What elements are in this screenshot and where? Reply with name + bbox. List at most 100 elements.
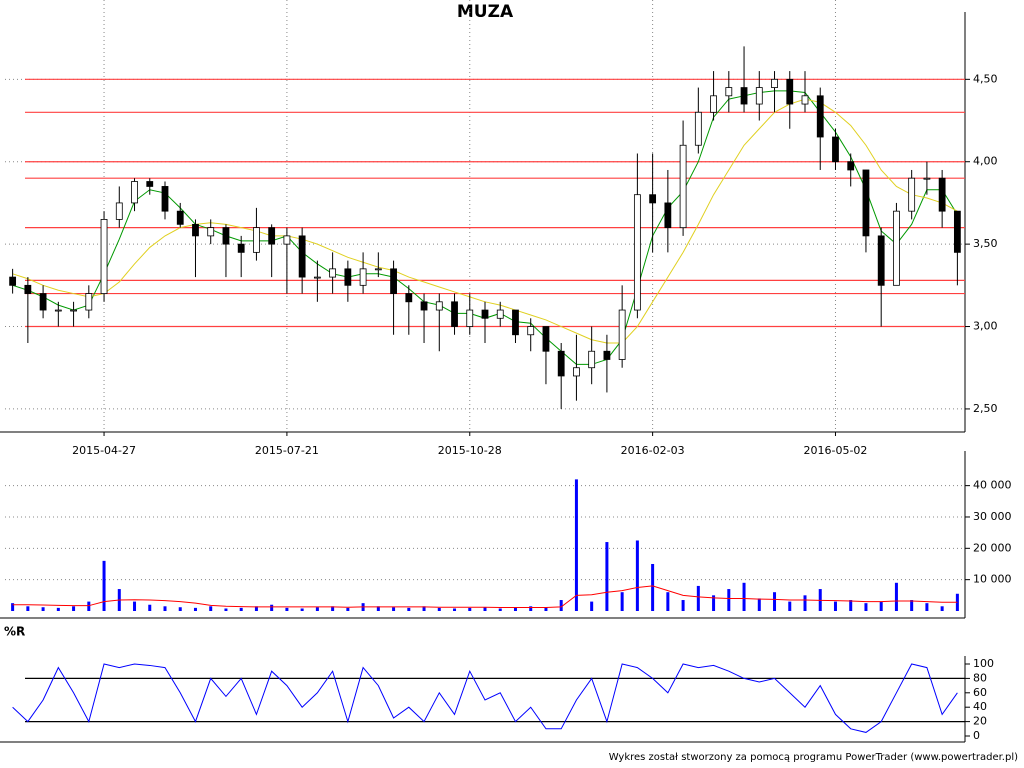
candle-body	[573, 367, 580, 377]
candle-body	[176, 210, 184, 225]
volume-bar	[894, 582, 898, 611]
y-tick-label: 60	[973, 686, 987, 699]
candle-body	[801, 95, 809, 105]
y-tick-label: 80	[973, 671, 987, 684]
candle-body	[694, 111, 702, 146]
candle-body	[420, 301, 428, 311]
volume-bar	[544, 607, 548, 611]
candle-body	[374, 268, 382, 271]
volume-bar	[300, 608, 304, 611]
candle-body	[115, 202, 123, 220]
candle-body	[725, 87, 733, 97]
candle-body	[435, 301, 443, 311]
volume-bar	[133, 601, 137, 611]
volume-bar	[239, 607, 243, 611]
volume-bar	[254, 606, 258, 611]
volume-bar	[574, 479, 578, 611]
volume-bar	[910, 600, 914, 611]
indicator-line	[12, 663, 958, 733]
candle-body	[9, 276, 17, 286]
volume-bar	[193, 607, 197, 611]
candle-body	[70, 309, 77, 312]
candle-body	[161, 186, 169, 212]
volume-bar	[56, 607, 60, 611]
y-tick-label: 10 000	[973, 573, 1012, 586]
candle-body	[847, 161, 855, 171]
candle-body	[146, 181, 154, 187]
y-tick-label: 20	[973, 715, 987, 728]
volume-bar	[513, 607, 517, 611]
y-tick-label: 4,00	[973, 155, 998, 168]
x-tick-label: 2016-02-03	[621, 444, 685, 457]
volume-bar	[620, 592, 624, 611]
volume-bar	[666, 592, 670, 611]
volume-bar	[87, 601, 91, 611]
candle-body	[710, 95, 717, 113]
volume-bar	[407, 607, 411, 611]
volume-bar	[833, 601, 837, 611]
candle-body	[451, 301, 458, 327]
volume-bar	[712, 595, 716, 611]
candle-body	[527, 326, 535, 336]
volume-bar	[803, 595, 807, 611]
x-tick-label: 2016-05-02	[804, 444, 868, 457]
volume-bar	[331, 606, 335, 611]
y-tick-label: 20 000	[973, 541, 1012, 554]
candle-body	[512, 309, 519, 336]
candle-body	[100, 219, 108, 294]
candle-body	[542, 326, 550, 352]
volume-bar	[453, 608, 457, 611]
candle-body	[192, 223, 199, 237]
y-tick-label: 30 000	[973, 510, 1012, 523]
panel-title: %R	[4, 625, 25, 639]
candle-body	[85, 293, 93, 311]
candle-body	[603, 350, 611, 360]
volume-bar	[559, 600, 563, 611]
candle-body	[222, 227, 230, 245]
volume-bar	[773, 592, 777, 611]
candle-body	[329, 268, 337, 278]
volume-bar	[681, 600, 685, 611]
y-tick-label: 4,50	[973, 72, 998, 85]
candle-body	[359, 268, 367, 286]
candle-body	[679, 144, 687, 229]
volume-bar	[315, 607, 319, 611]
volume-bar	[590, 601, 594, 611]
volume-average	[12, 585, 958, 609]
volume-bar	[696, 585, 700, 611]
candle-body	[633, 194, 641, 311]
candle-body	[923, 177, 931, 180]
x-tick-label: 2015-04-27	[72, 444, 136, 457]
candle-body	[39, 293, 47, 311]
candle-body	[816, 95, 824, 138]
footer: Wykres został stworzony za pomocą progra…	[609, 752, 1018, 763]
volume-bar	[102, 560, 106, 611]
candle-body	[893, 210, 900, 286]
y-tick-label: 2,50	[973, 402, 998, 415]
volume-bar	[224, 608, 228, 611]
candle-body	[908, 177, 916, 212]
candle-body	[664, 202, 672, 229]
volume-bar	[148, 604, 152, 611]
candle-body	[131, 181, 138, 204]
volume-bar	[285, 607, 289, 611]
candle-body	[481, 309, 489, 319]
candle-body	[786, 78, 794, 105]
volume-bar	[483, 607, 487, 611]
candle-body	[390, 268, 397, 294]
candle-body	[938, 177, 946, 212]
candle-body	[618, 309, 626, 360]
candle-body	[237, 243, 245, 253]
candle-body	[588, 350, 596, 369]
volume-bar	[209, 606, 213, 611]
volume-bar	[940, 606, 944, 611]
volume-bar	[376, 606, 380, 611]
volume-bar	[742, 582, 746, 611]
candle-body	[313, 276, 321, 279]
y-tick-label: 3,00	[973, 320, 998, 333]
candle-body	[54, 309, 62, 312]
candle-body	[877, 235, 885, 286]
volume-bar	[346, 607, 350, 611]
candle-body	[496, 309, 504, 319]
